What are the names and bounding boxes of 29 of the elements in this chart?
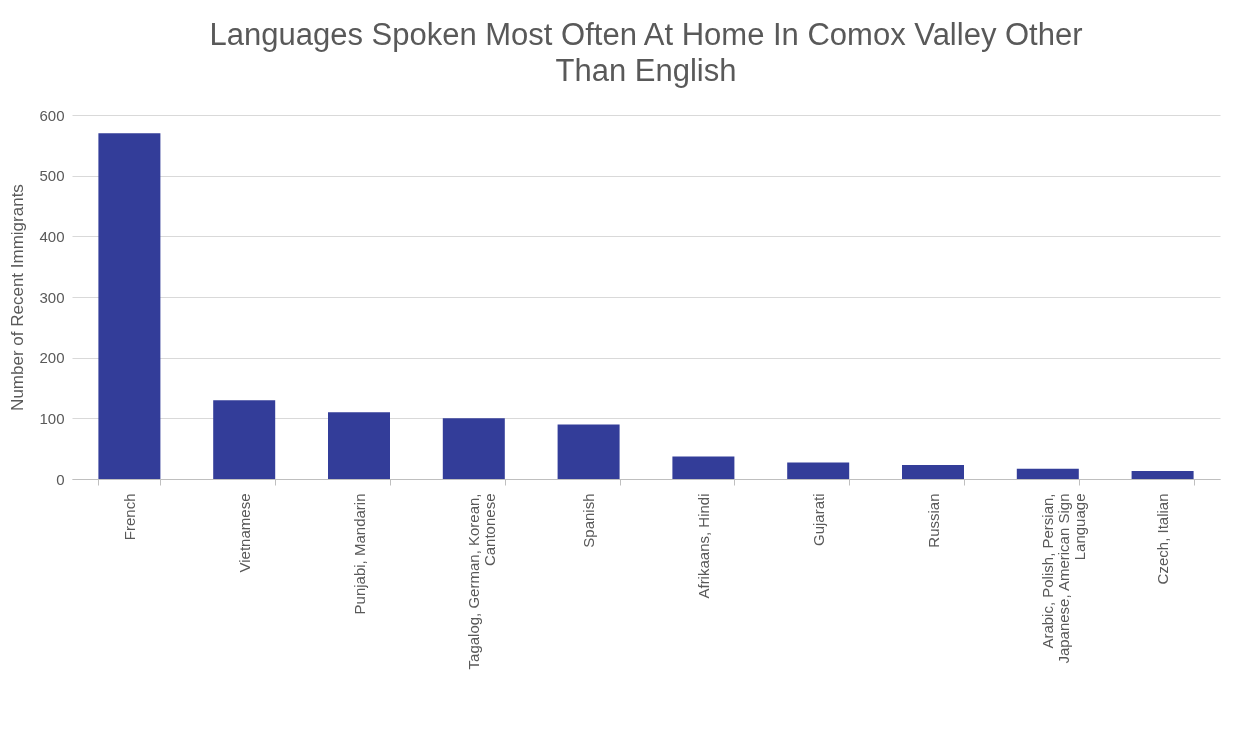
y-tick-label: 600 xyxy=(39,106,65,124)
y-tick-label: 200 xyxy=(39,349,65,367)
bar xyxy=(672,456,735,479)
x-tick-label: Punjabi, Mandarin xyxy=(350,493,368,615)
chart-title: Languages Spoken Most Often At Home In Comox Valley Other Than English xyxy=(209,17,1083,88)
bar xyxy=(557,424,620,479)
x-tick-label: Vietnamese xyxy=(235,493,253,573)
x-tick-label: French xyxy=(120,493,138,541)
x-tick-label: Gujarati xyxy=(809,493,827,547)
x-tick-label: Arabic, Polish, Persian, Japanese, American Sign Language xyxy=(1039,493,1089,664)
bar xyxy=(98,133,161,479)
y-tick-label: 400 xyxy=(39,227,65,245)
bar xyxy=(902,465,964,479)
bar xyxy=(1131,471,1194,479)
bar xyxy=(787,462,850,479)
bar xyxy=(1016,468,1079,479)
x-tick-label: Spanish xyxy=(580,493,598,548)
y-axis-title: Number of Recent Immigrants xyxy=(8,184,28,411)
y-tick-label: 500 xyxy=(39,167,65,185)
x-tick-label: Afrikaans, Hindi xyxy=(694,493,712,599)
bar xyxy=(213,400,276,479)
y-tick-label: 300 xyxy=(39,288,65,306)
bar xyxy=(442,418,505,479)
y-tick-label: 0 xyxy=(56,470,65,488)
x-tick-label: Czech, Italian xyxy=(1154,493,1172,585)
x-tick-label: Tagalog, German, Korean, Cantonese xyxy=(465,493,499,670)
x-tick-label: Russian xyxy=(924,493,942,548)
y-tick-label: 100 xyxy=(39,409,65,427)
bar xyxy=(328,412,390,479)
